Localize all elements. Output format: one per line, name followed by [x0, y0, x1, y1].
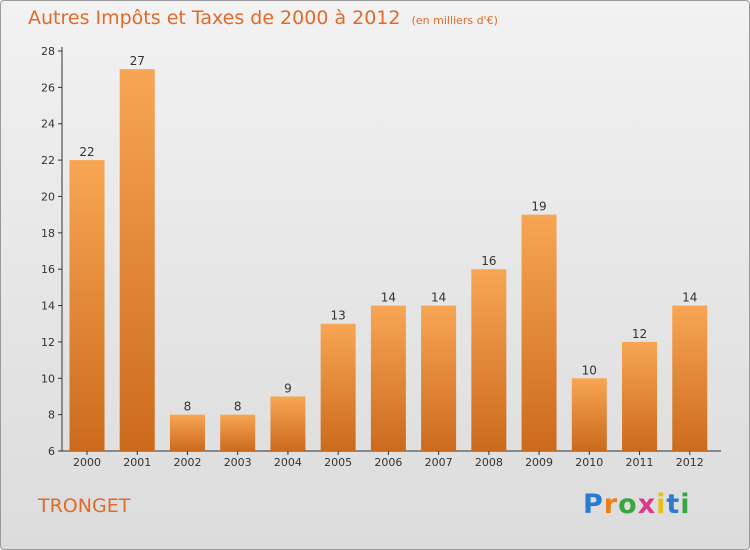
- y-tick-label: 16: [41, 263, 55, 276]
- bar: [421, 305, 457, 451]
- y-tick-label: 26: [41, 81, 55, 94]
- x-tick-label: 2012: [676, 456, 704, 469]
- bar: [571, 378, 607, 451]
- bar: [69, 160, 105, 451]
- bar-value-label: 22: [79, 145, 94, 159]
- y-tick-label: 12: [41, 336, 55, 349]
- bar: [471, 269, 507, 451]
- bar-value-label: 13: [331, 309, 346, 323]
- bar-value-label: 12: [632, 327, 647, 341]
- bar: [220, 414, 256, 451]
- bar: [370, 305, 406, 451]
- bar-value-label: 14: [431, 291, 446, 305]
- bar: [672, 305, 708, 451]
- y-tick-label: 14: [41, 300, 55, 313]
- bar-value-label: 8: [184, 400, 192, 414]
- x-tick-label: 2000: [73, 456, 101, 469]
- bar-value-label: 19: [531, 200, 546, 214]
- x-tick-label: 2006: [374, 456, 402, 469]
- logo-letter: t: [666, 489, 681, 520]
- logo-letter: i: [680, 489, 691, 520]
- logo-letter: r: [603, 489, 619, 520]
- y-tick-label: 28: [41, 45, 55, 58]
- bar-value-label: 16: [481, 254, 496, 268]
- logo-letter: i: [656, 489, 667, 520]
- bar-value-label: 10: [582, 363, 597, 377]
- x-tick-label: 2008: [475, 456, 503, 469]
- bar: [119, 69, 155, 451]
- y-tick-label: 8: [48, 409, 55, 422]
- x-tick-label: 2001: [123, 456, 151, 469]
- y-tick-label: 24: [41, 118, 55, 131]
- y-tick-label: 10: [41, 372, 55, 385]
- logo-letter: x: [637, 489, 657, 520]
- bar: [270, 396, 306, 451]
- bar: [622, 341, 658, 451]
- chart-subtitle: (en milliers d'€): [411, 14, 498, 27]
- bar-value-label: 9: [284, 381, 292, 395]
- bar-value-label: 8: [234, 400, 242, 414]
- bar: [169, 414, 205, 451]
- bar-value-label: 27: [130, 54, 145, 68]
- x-tick-label: 2009: [525, 456, 553, 469]
- bars: 22 27 8 8 9 13 14 14 16 19 10 12 14: [69, 54, 708, 451]
- logo-letter: P: [583, 489, 604, 520]
- x-tick-label: 2003: [224, 456, 252, 469]
- bar-value-label: 14: [682, 291, 697, 305]
- x-tick-label: 2002: [173, 456, 201, 469]
- x-tick-label: 2004: [274, 456, 302, 469]
- y-tick-label: 6: [48, 445, 55, 458]
- bar: [521, 214, 557, 451]
- bar-value-label: 14: [381, 291, 396, 305]
- y-tick-label: 20: [41, 190, 55, 203]
- x-tick-label: 2010: [575, 456, 603, 469]
- proxiti-logo[interactable]: Proxiti: [583, 489, 691, 520]
- chart-title: Autres Impôts et Taxes de 2000 à 2012: [28, 7, 401, 29]
- y-tick-label: 18: [41, 227, 55, 240]
- x-tick-label: 2007: [425, 456, 453, 469]
- commune-name: TRONGET: [38, 495, 131, 517]
- bar: [320, 323, 356, 451]
- y-tick-label: 22: [41, 154, 55, 167]
- logo-letter: o: [618, 489, 638, 520]
- x-tick-label: 2005: [324, 456, 352, 469]
- x-tick-label: 2011: [626, 456, 654, 469]
- chart-title-block: Autres Impôts et Taxes de 2000 à 2012 (e…: [28, 7, 498, 29]
